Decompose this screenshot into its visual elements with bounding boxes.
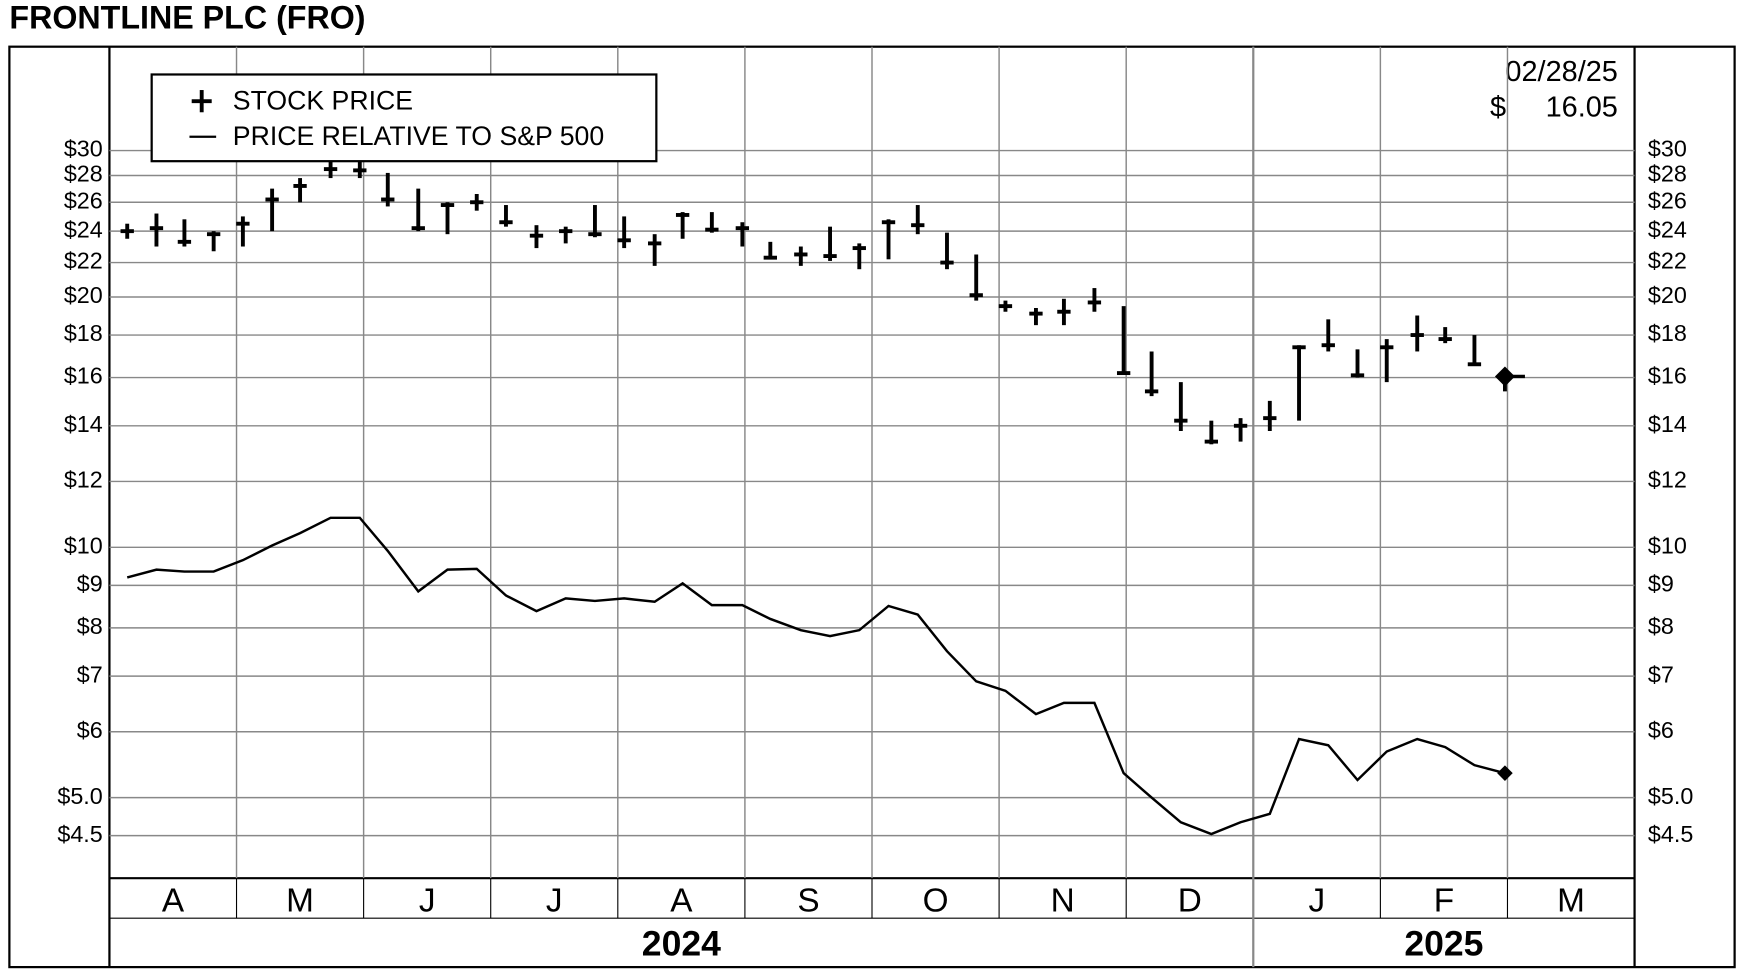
y-tick-label: $6	[77, 717, 103, 743]
y-tick-label: $4.5	[57, 821, 102, 847]
y-tick-label: $16	[64, 363, 103, 389]
marks	[120, 156, 1525, 836]
x-tick-label: D	[1178, 882, 1202, 919]
x-tick-label: N	[1051, 882, 1075, 919]
grid: $30 $30$28 $28$26 $26$24 $24$22 $22$20 $20$18 $…	[57, 46, 1693, 968]
annotation-price: 16.05	[1546, 92, 1618, 124]
y-tick-label-right: $14	[1648, 411, 1687, 437]
y-tick-label-right: $16	[1648, 363, 1687, 389]
y-tick-label-right: $22	[1648, 248, 1687, 274]
y-tick-label: $9	[77, 571, 103, 597]
y-tick-label: $28	[64, 161, 103, 187]
x-tick-label: A	[670, 882, 693, 919]
y-tick-label: $30	[64, 136, 103, 162]
y-tick-label: $20	[64, 282, 103, 308]
y-tick-label: $5.0	[57, 783, 102, 809]
y-tick-label: $24	[64, 216, 103, 242]
y-tick-label-right: $4.5	[1648, 821, 1693, 847]
x-tick-label: S	[797, 882, 819, 919]
y-tick-label: $8	[77, 613, 103, 639]
y-tick-label: $18	[64, 320, 103, 346]
y-tick-label-right: $28	[1648, 161, 1687, 187]
y-tick-label-right: $6	[1648, 717, 1674, 743]
x-tick-label: O	[923, 882, 949, 919]
y-tick-label-right: $8	[1648, 613, 1674, 639]
y-tick-label-right: $24	[1648, 216, 1687, 242]
legend-label: PRICE RELATIVE TO S&P 500	[233, 121, 604, 151]
legend-label: STOCK PRICE	[233, 85, 413, 115]
annotation-currency: $	[1490, 92, 1506, 124]
x-tick-label: M	[286, 882, 314, 919]
y-tick-label-right: $20	[1648, 282, 1687, 308]
x-tick-label: J	[419, 882, 436, 919]
y-tick-label: $10	[64, 532, 103, 558]
y-tick-label-right: $30	[1648, 136, 1687, 162]
y-tick-label-right: $9	[1648, 571, 1674, 597]
legend-box	[150, 73, 658, 163]
x-tick-label: M	[1557, 882, 1585, 919]
y-tick-label: $7	[77, 661, 103, 687]
y-tick-label-right: $12	[1648, 467, 1687, 493]
chart-title: FRONTLINE PLC (FRO)	[9, 0, 365, 36]
x-tick-label: A	[162, 882, 185, 919]
y-tick-label: $14	[64, 411, 103, 437]
relative-line	[126, 516, 1506, 836]
year-label: 2025	[1404, 923, 1483, 963]
y-tick-label-right: $10	[1648, 532, 1687, 558]
last-relative-marker	[1497, 765, 1513, 781]
y-tick-label: $12	[64, 467, 103, 493]
x-tick-label: J	[1308, 882, 1325, 919]
y-tick-label-right: $7	[1648, 661, 1674, 687]
y-tick-label-right: $18	[1648, 320, 1687, 346]
last-price-marker	[1494, 366, 1515, 387]
year-label: 2024	[642, 923, 721, 963]
legend: STOCK PRICE PRICE RELATIVE TO S&P 500	[150, 73, 658, 163]
y-tick-label: $22	[64, 248, 103, 274]
annotation-date: 02/28/25	[1505, 56, 1617, 88]
y-tick-label-right: $5.0	[1648, 783, 1693, 809]
x-tick-label: F	[1434, 882, 1454, 919]
y-tick-label-right: $26	[1648, 187, 1687, 213]
y-tick-label: $26	[64, 187, 103, 213]
x-tick-label: J	[546, 882, 563, 919]
